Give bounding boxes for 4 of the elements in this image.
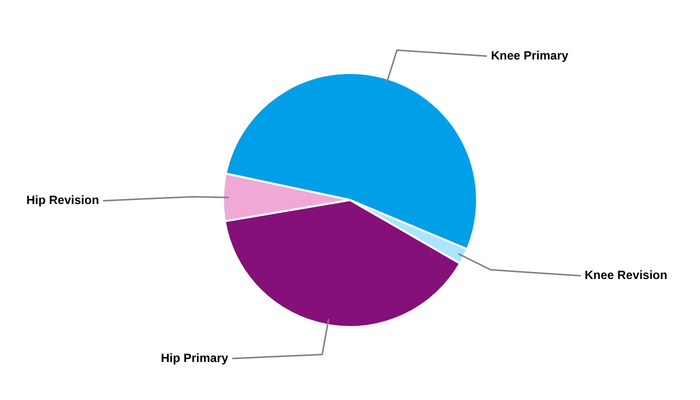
slice-label: Hip Revision (26, 193, 100, 208)
slice-label: Hip Primary (160, 350, 229, 365)
slice-label: Knee Primary (490, 48, 569, 62)
slice-label: Knee Revision (584, 268, 668, 282)
